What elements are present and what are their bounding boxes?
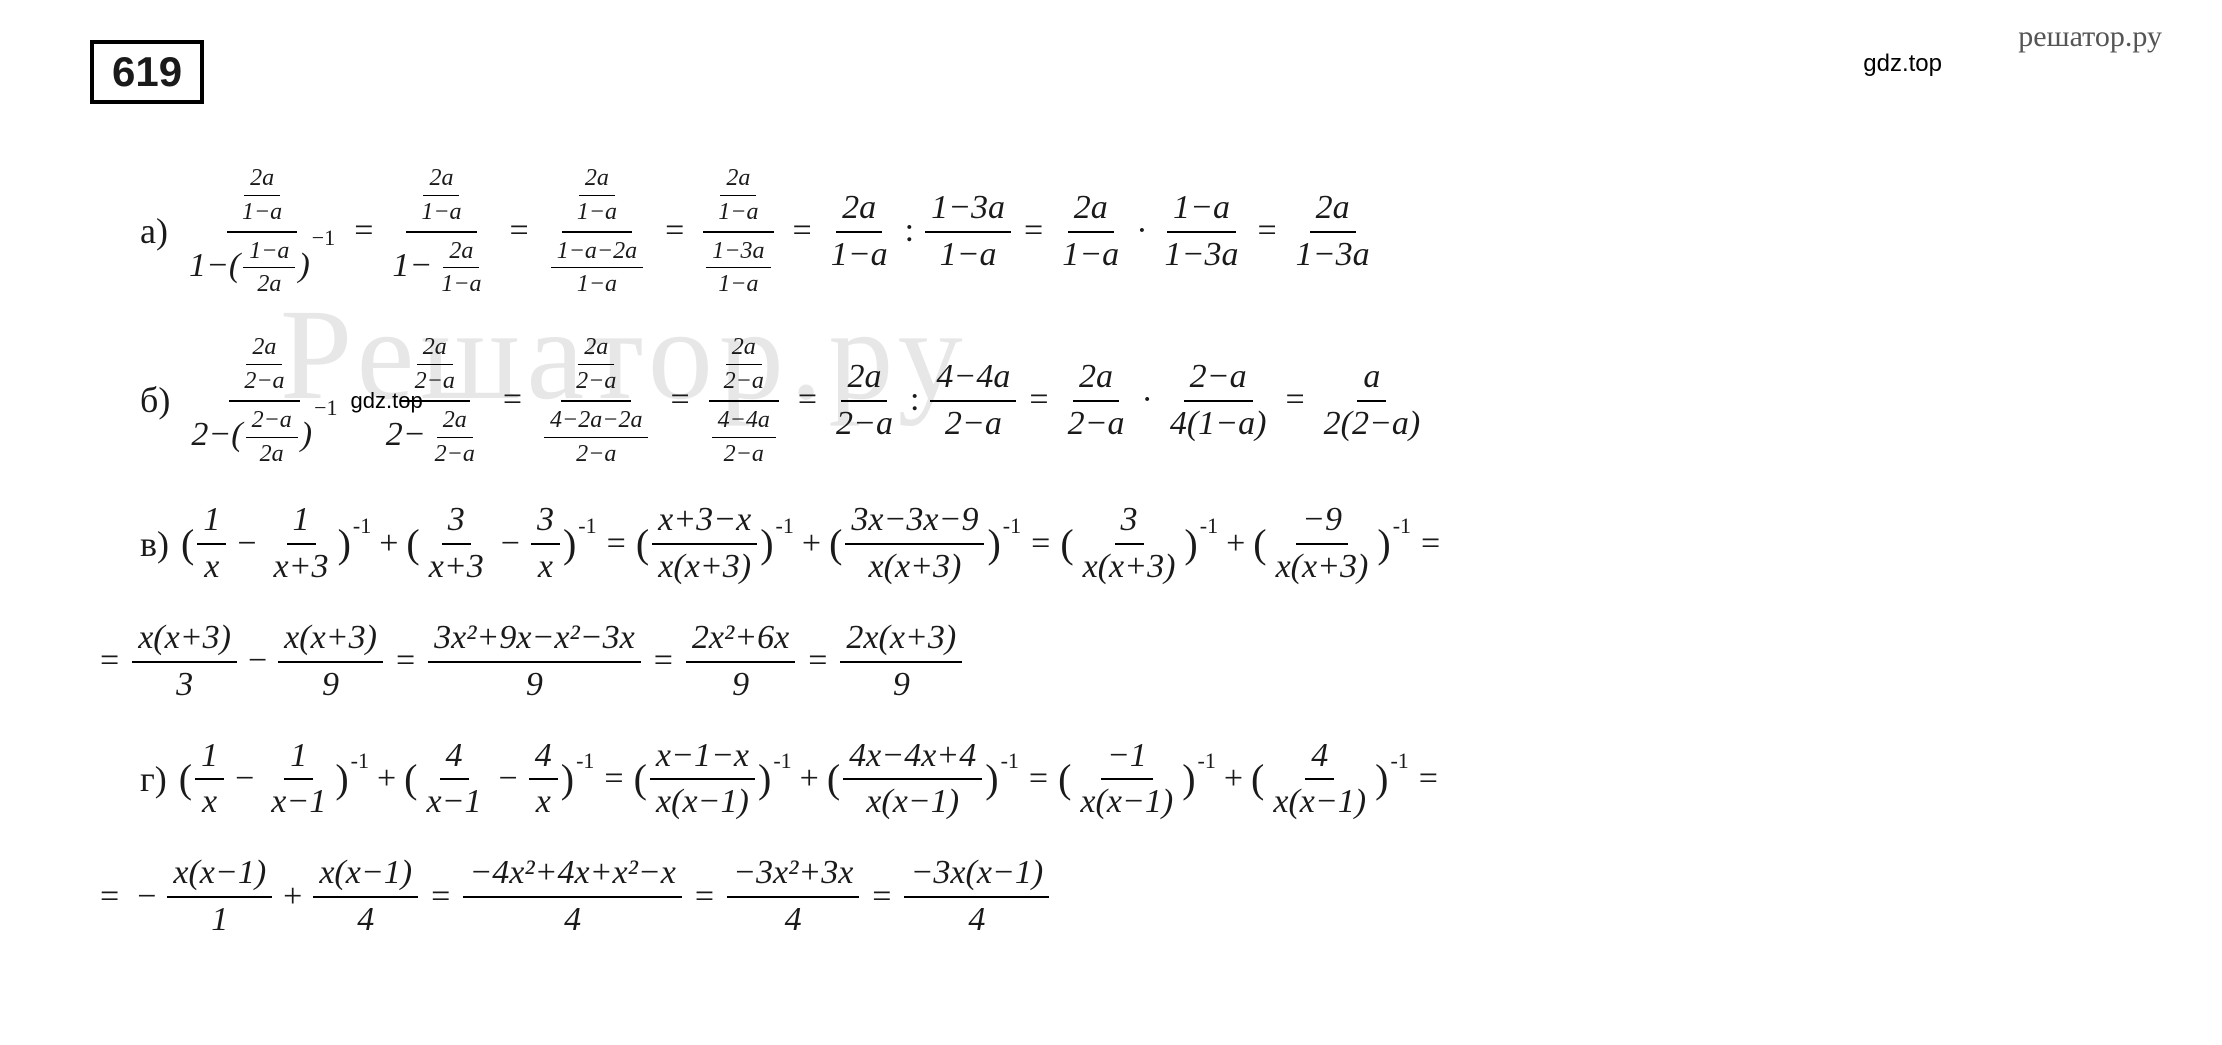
b-s1-dfd: 2−a (429, 438, 481, 471)
a-s3-nd: 1−a (712, 196, 764, 229)
solution-line-v1: в) (1x−1x+3)-1 + (3x+3−3x)-1 = (x+3−xx(x… (140, 498, 2132, 590)
a-s1-nn: 2a (423, 162, 459, 196)
b-s1-nn: 2a (417, 331, 453, 365)
b-s5-rd: 4(1−a) (1164, 402, 1273, 447)
b-s3-nn: 2a (726, 331, 762, 365)
a-s5-rn: 1−a (1167, 186, 1236, 233)
b-s3-nd: 2−a (718, 365, 770, 398)
a-s4-rd: 1−a (934, 233, 1003, 278)
line-g2-eq: = (100, 877, 119, 918)
solution-line-v2: = x(x+3)3 − x(x+3)9 = 3x²+9x−x²−3x9 = 2x… (90, 616, 2132, 708)
a-s4-ln: 2a (836, 186, 882, 233)
b-s3-dn2: 4−4a (712, 404, 776, 438)
a-s1-nd: 1−a (415, 196, 467, 229)
b-s1-dfn: 2a (437, 404, 473, 438)
b-s4-ln: 2a (841, 355, 887, 402)
a-s0-nn: 2a (244, 162, 280, 196)
a-s2-dd2: 1−a (571, 268, 623, 301)
a-s2-nd: 1−a (571, 196, 623, 229)
a-s4-ld: 1−a (825, 233, 894, 278)
a-s2-nn: 2a (579, 162, 615, 196)
a-s3-dd2: 1−a (712, 268, 764, 301)
a-s1-dfd: 1−a (435, 268, 487, 301)
b-s5-rn: 2−a (1184, 355, 1253, 402)
line-v-label: в) (140, 523, 169, 566)
solution-line-b: б) 2a2−a 2−(2−a2a)−1 gdz.top 2a2−a 2−2a2… (140, 329, 2132, 472)
b-s0-nd: 2−a (238, 365, 290, 398)
a-s5-ln: 2a (1068, 186, 1114, 233)
b-s5-ln: 2a (1073, 355, 1119, 402)
b-s4-ld: 2−a (830, 402, 899, 447)
b-s4-rd: 2−a (939, 402, 1008, 447)
b-s3-dd2: 2−a (718, 438, 770, 471)
a-s1-dfn: 2a (443, 235, 479, 269)
problem-number: 619 (90, 40, 204, 104)
a-s3-nn: 2a (720, 162, 756, 196)
b-s6-d: 2(2−a) (1318, 402, 1427, 447)
a-s3-dn2: 1−3a (706, 235, 770, 269)
a-s2-dn2: 1−a−2a (551, 235, 643, 269)
a-s1-dn: 1− (392, 247, 432, 284)
b-s1-dn: 2− (386, 416, 426, 453)
a-s4-rn: 1−3a (925, 186, 1011, 233)
a-s6-n: 2a (1310, 186, 1356, 233)
b-s4-rn: 4−4a (930, 355, 1016, 402)
a-s5-rd: 1−3a (1159, 233, 1245, 278)
solution-line-a: а) 2a1−a 1−(1−a2a)−1 = 2a1−a 1−2a1−a = 2… (140, 160, 2132, 303)
a-s5-ld: 1−a (1056, 233, 1125, 278)
line-a-label: а) (140, 210, 168, 253)
a-s6-d: 1−3a (1290, 233, 1376, 278)
solution-line-g1: г) (1x−1x−1)-1 + (4x−1−4x)-1 = (x−1−xx(x… (140, 734, 2132, 826)
b-s2-dn2: 4−2a−2a (544, 404, 648, 438)
b-s2-nd: 2−a (570, 365, 622, 398)
b-s6-n: a (1357, 355, 1386, 402)
b-s5-ld: 2−a (1062, 402, 1131, 447)
line-b-label: б) (140, 379, 170, 422)
b-s2-dd2: 2−a (570, 438, 622, 471)
line-g-label: г) (140, 758, 167, 801)
line-v2-eq: = (100, 641, 119, 682)
b-s2-nn: 2a (578, 331, 614, 365)
solution-line-g2: = − x(x−1)1 + x(x−1)4 = −4x²+4x+x²−x4 = … (90, 851, 2132, 943)
b-s1-nd: 2−a (409, 365, 461, 398)
b-s0-nn: 2a (246, 331, 282, 365)
a-s0-nd: 1−a (236, 196, 288, 229)
